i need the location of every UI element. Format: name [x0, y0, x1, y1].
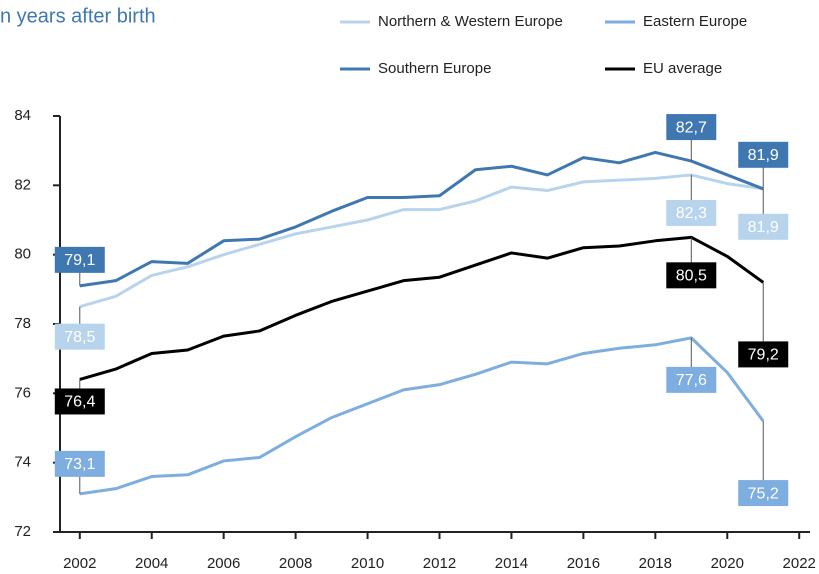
y-tick-label: 76 [14, 384, 31, 401]
label-box [738, 480, 789, 507]
series-line [79, 235, 765, 381]
x-tick-label: 2022 [783, 555, 816, 572]
x-tick-label: 2006 [207, 555, 240, 572]
legend-label: Northern & Western Europe [378, 13, 563, 30]
value-label: 79,2 [748, 347, 779, 364]
legend-label: EU average [643, 60, 722, 77]
x-tick-label: 2014 [495, 555, 528, 572]
y-tick-label: 78 [14, 315, 31, 332]
value-label: 81,9 [748, 219, 779, 236]
x-tick-label: 2008 [279, 555, 312, 572]
y-tick-label: 80 [14, 246, 31, 263]
label-box [54, 323, 105, 350]
label-box [54, 388, 105, 415]
y-tick-label: 84 [14, 107, 31, 124]
x-tick-label: 2016 [567, 555, 600, 572]
value-label: 82,7 [676, 119, 707, 136]
label-box [54, 246, 105, 273]
y-tick-label: 74 [14, 454, 31, 471]
x-tick-label: 2018 [639, 555, 672, 572]
value-label: 78,5 [64, 329, 95, 346]
x-tick-label: 2010 [351, 555, 384, 572]
y-tick-label: 72 [14, 523, 31, 540]
x-tick-label: 2004 [135, 555, 168, 572]
legend-label: Southern Europe [378, 60, 491, 77]
series-line [79, 173, 764, 309]
label-box [738, 141, 789, 168]
value-label: 75,2 [748, 485, 779, 502]
x-tick-label: 2002 [63, 555, 96, 572]
chart-title: n years after birth [0, 5, 156, 27]
x-tick-label: 2020 [711, 555, 744, 572]
label-box [666, 366, 717, 393]
value-label: 81,9 [748, 147, 779, 164]
value-label: 73,1 [64, 456, 95, 473]
value-label: 77,6 [676, 372, 707, 389]
label-box [666, 199, 717, 226]
value-label: 76,4 [64, 394, 95, 411]
value-label: 79,1 [64, 252, 95, 269]
label-box [666, 114, 717, 141]
value-label: 82,3 [676, 205, 707, 222]
value-label: 80,5 [676, 268, 707, 285]
y-tick-label: 82 [14, 176, 31, 193]
series-line [79, 150, 764, 288]
series-line [79, 336, 765, 496]
label-box [738, 341, 789, 368]
legend-label: Eastern Europe [643, 13, 747, 30]
label-box [738, 213, 789, 240]
label-box [666, 262, 717, 289]
x-tick-label: 2012 [423, 555, 456, 572]
label-box [54, 450, 105, 477]
